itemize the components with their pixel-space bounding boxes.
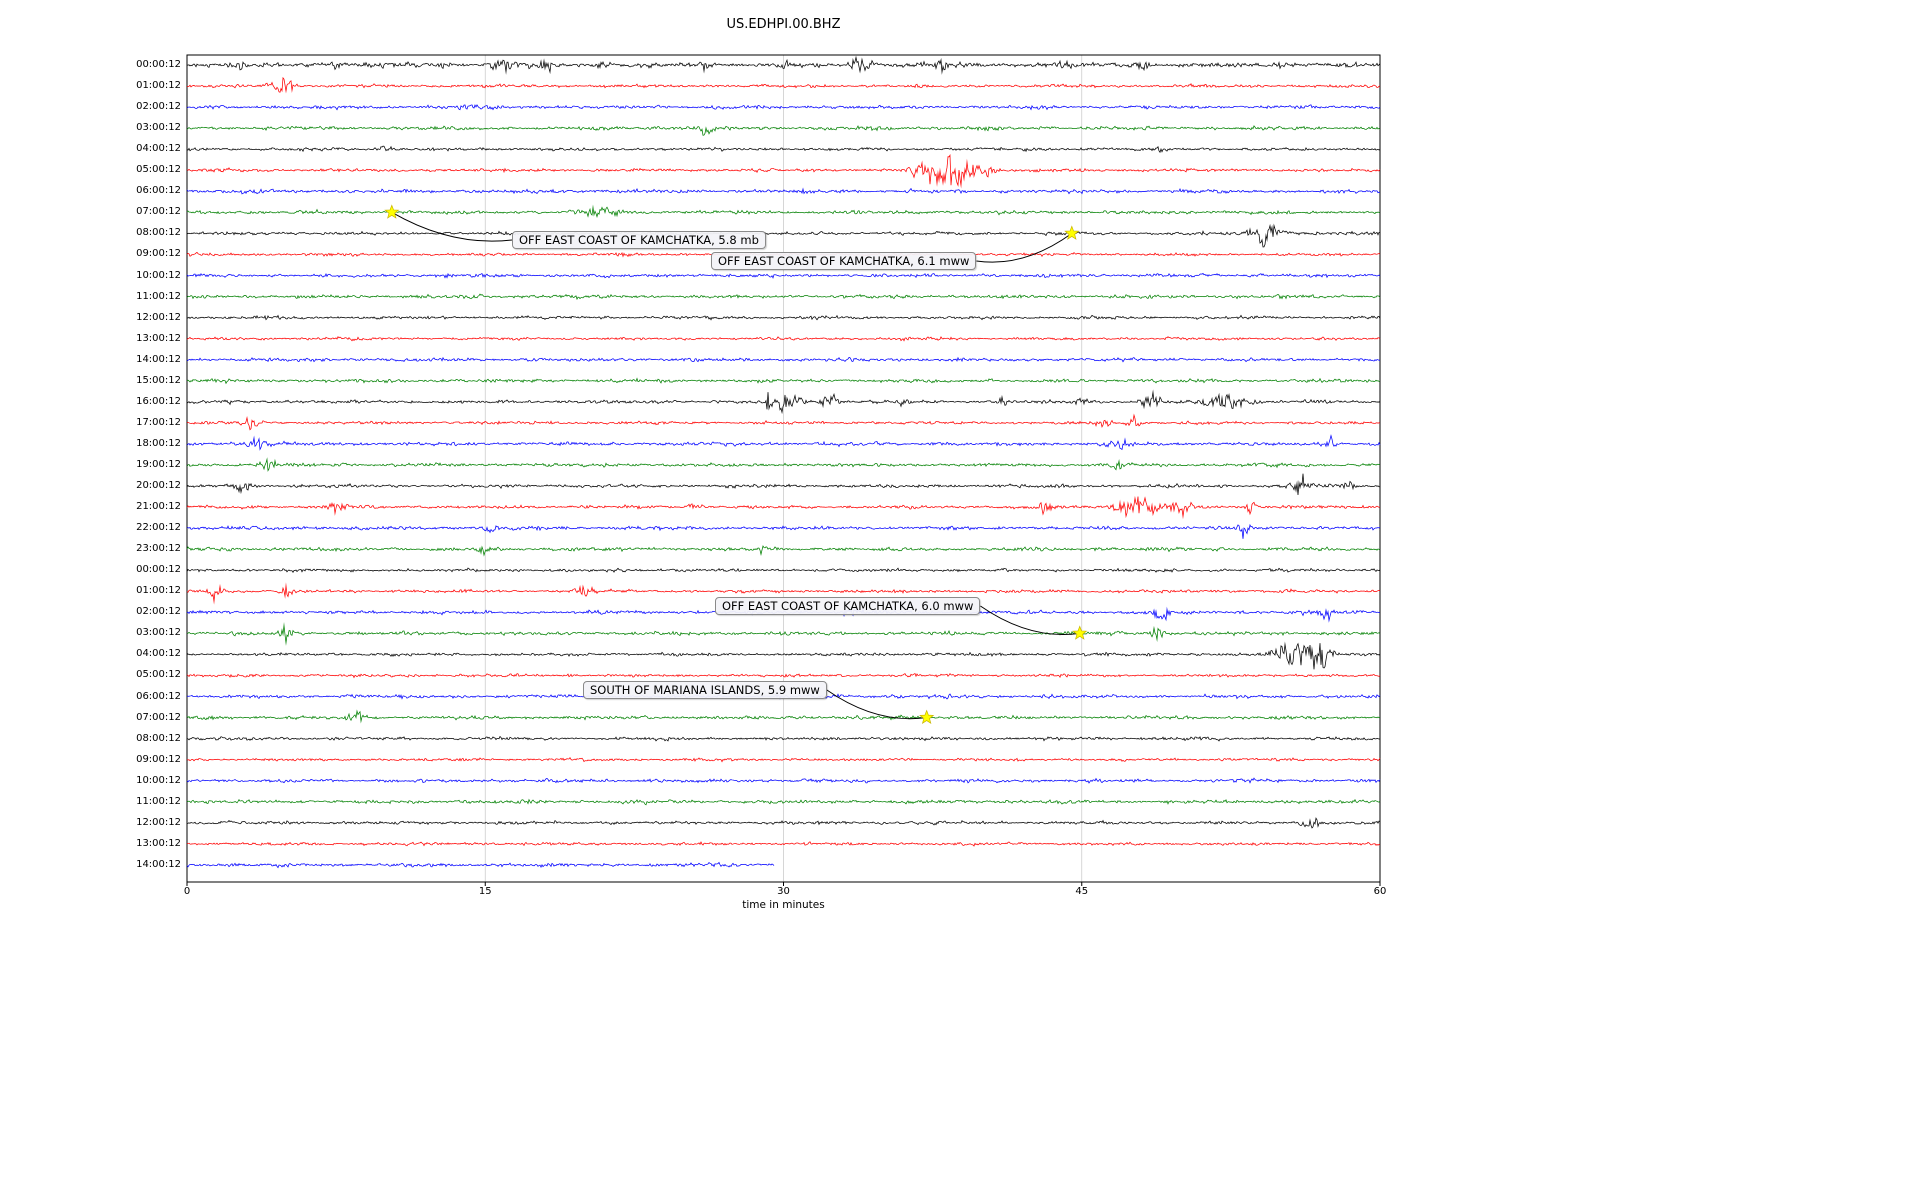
x-tick-label: 45: [1075, 886, 1089, 897]
trace-time-label: 08:00:12: [136, 227, 181, 239]
trace-time-label: 01:00:12: [136, 585, 181, 597]
trace-time-label: 00:00:12: [136, 564, 181, 576]
trace-time-label: 03:00:12: [136, 627, 181, 639]
x-tick-label: 60: [1373, 886, 1387, 897]
trace-time-label: 19:00:12: [136, 458, 181, 470]
trace-time-label: 09:00:12: [136, 753, 181, 765]
trace-time-label: 02:00:12: [136, 101, 181, 113]
trace-time-label: 04:00:12: [136, 648, 181, 660]
trace-time-label: 00:00:12: [136, 59, 181, 70]
trace-time-label: 03:00:12: [136, 122, 181, 134]
trace-time-label: 14:00:12: [136, 858, 181, 870]
trace-time-label: 21:00:12: [136, 501, 181, 513]
trace-time-label: 23:00:12: [136, 543, 181, 555]
x-axis-label: time in minutes: [742, 899, 825, 911]
trace-time-label: 13:00:12: [136, 332, 181, 344]
trace-time-label: 20:00:12: [136, 480, 181, 491]
x-tick-label: 30: [777, 886, 790, 897]
trace-time-label: 18:00:12: [136, 437, 181, 449]
trace-time-label: 11:00:12: [136, 290, 181, 302]
x-tick-label: 0: [183, 886, 191, 897]
trace-time-label: 09:00:12: [136, 248, 181, 260]
trace-time-label: 08:00:12: [136, 732, 181, 744]
trace-time-label: 02:00:12: [136, 606, 181, 618]
event-annotation: OFF EAST COAST OF KAMCHATKA, 6.1 mww: [711, 252, 977, 270]
trace-time-label: 05:00:12: [136, 669, 181, 681]
event-annotation: OFF EAST COAST OF KAMCHATKA, 6.0 mww: [715, 597, 981, 615]
trace-time-label: 15:00:12: [136, 374, 181, 386]
trace-time-label: 10:00:12: [136, 269, 181, 281]
trace-time-label: 01:00:12: [136, 80, 181, 92]
trace-time-label: 14:00:12: [136, 353, 181, 365]
trace-time-label: 12:00:12: [136, 816, 181, 828]
trace-time-label: 06:00:12: [136, 690, 181, 702]
trace-time-label: 22:00:12: [136, 522, 181, 534]
chart-title: US.EDHPI.00.BHZ: [726, 17, 841, 32]
trace-time-label: 11:00:12: [136, 795, 181, 807]
trace-time-label: 04:00:12: [136, 143, 181, 155]
trace-time-label: 07:00:12: [136, 711, 181, 723]
trace-time-label: 07:00:12: [136, 206, 181, 218]
trace-time-label: 16:00:12: [136, 395, 181, 407]
trace-time-label: 10:00:12: [136, 774, 181, 786]
trace-time-label: 05:00:12: [136, 164, 181, 176]
event-annotation: SOUTH OF MARIANA ISLANDS, 5.9 mww: [583, 681, 827, 699]
trace-time-label: 17:00:12: [136, 416, 181, 428]
trace-time-label: 12:00:12: [136, 311, 181, 323]
x-tick-label: 15: [478, 886, 492, 897]
trace-time-label: 13:00:12: [136, 837, 181, 849]
event-annotation: OFF EAST COAST OF KAMCHATKA, 5.8 mb: [512, 231, 766, 249]
trace-time-label: 06:00:12: [136, 185, 181, 197]
